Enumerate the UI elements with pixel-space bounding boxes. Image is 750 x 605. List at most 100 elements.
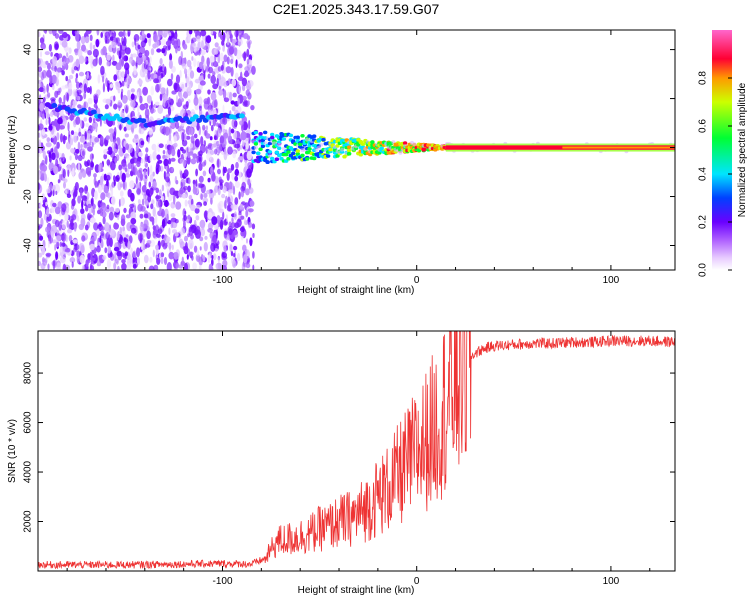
noise-speck [97, 184, 102, 194]
noise-speck [170, 73, 174, 81]
tone-band-tail [562, 146, 675, 149]
noise-speck [164, 172, 171, 178]
noise-speck [71, 261, 74, 268]
noise-speck [99, 175, 104, 186]
signal-blob [265, 160, 270, 164]
noise-speck [195, 168, 199, 177]
noise-speck [122, 146, 126, 154]
noise-speck [65, 234, 68, 243]
noise-speck [135, 144, 139, 154]
noise-speck [42, 44, 46, 49]
noise-speck [155, 164, 161, 173]
noise-speck [75, 81, 80, 89]
noise-speck [173, 135, 177, 143]
noise-speck [219, 52, 224, 62]
spectrogram-y-tick-label: 0 [23, 144, 34, 150]
noise-speck [198, 96, 203, 107]
noise-speck [70, 113, 74, 122]
noise-speck [192, 153, 198, 159]
noise-speck [181, 149, 186, 154]
noise-speck [243, 72, 250, 77]
noise-speck [153, 33, 158, 43]
noise-speck [72, 167, 75, 178]
noise-speck [212, 71, 216, 77]
noise-speck [121, 36, 124, 45]
noise-speck [66, 52, 69, 57]
noise-speck [57, 179, 61, 184]
noise-speck [160, 252, 165, 258]
noise-speck [205, 125, 208, 131]
noise-speck [100, 32, 103, 38]
noise-speck [38, 66, 43, 72]
noise-speck [167, 106, 172, 116]
noise-speck [123, 207, 127, 214]
noise-speck [179, 187, 184, 195]
noise-speck [111, 196, 116, 206]
noise-speck [113, 74, 118, 82]
noise-speck [219, 135, 225, 144]
noise-speck [199, 74, 205, 83]
noise-speck [90, 217, 96, 224]
noise-speck [190, 135, 195, 145]
noise-speck [229, 91, 233, 102]
noise-speck [85, 30, 92, 35]
noise-speck [174, 121, 180, 129]
noise-speck [127, 162, 132, 170]
noise-speck [149, 56, 152, 63]
noise-speck [93, 173, 97, 178]
noise-speck [200, 30, 207, 37]
noise-speck [138, 127, 145, 135]
noise-speck [184, 235, 188, 242]
noise-speck [188, 178, 191, 185]
noise-speck [152, 181, 158, 188]
noise-speck [240, 131, 247, 141]
noise-speck [238, 171, 242, 179]
noise-speck [120, 109, 125, 119]
signal-blob [270, 132, 275, 137]
noise-speck [251, 223, 256, 230]
noise-speck [229, 46, 234, 55]
noise-speck [48, 44, 53, 52]
noise-speck [232, 150, 237, 159]
noise-speck [98, 163, 102, 173]
noise-speck [191, 120, 197, 128]
noise-speck [81, 195, 87, 201]
noise-speck [195, 204, 201, 209]
noise-speck [209, 136, 213, 141]
noise-speck [102, 216, 106, 225]
noise-speck [227, 196, 231, 206]
noise-speck [92, 44, 96, 50]
signal-blob [346, 145, 352, 149]
noise-speck [238, 85, 241, 94]
noise-speck [38, 111, 43, 117]
noise-speck [106, 150, 113, 155]
noise-speck [128, 56, 134, 64]
noise-speck [94, 190, 98, 200]
noise-speck [199, 107, 203, 117]
noise-speck [181, 132, 185, 142]
noise-speck [127, 89, 131, 97]
noise-speck [45, 201, 48, 207]
noise-speck [58, 158, 62, 167]
noise-speck [55, 77, 59, 87]
noise-speck [130, 211, 137, 221]
noise-speck [61, 70, 65, 76]
noise-speck [231, 78, 237, 87]
noise-speck [207, 177, 211, 183]
noise-speck [237, 252, 241, 262]
noise-speck [183, 220, 186, 229]
signal-blob [298, 142, 303, 147]
noise-speck [200, 222, 205, 230]
noise-speck [185, 135, 191, 140]
faint-line-blob [199, 114, 206, 120]
noise-speck [237, 38, 243, 46]
noise-speck [73, 243, 80, 251]
signal-blob [256, 151, 261, 156]
noise-speck [145, 175, 148, 179]
noise-speck [218, 200, 225, 209]
noise-speck [39, 224, 43, 229]
noise-speck [231, 257, 236, 265]
noise-speck [180, 181, 183, 189]
noise-speck [106, 259, 111, 269]
noise-speck [137, 79, 143, 85]
